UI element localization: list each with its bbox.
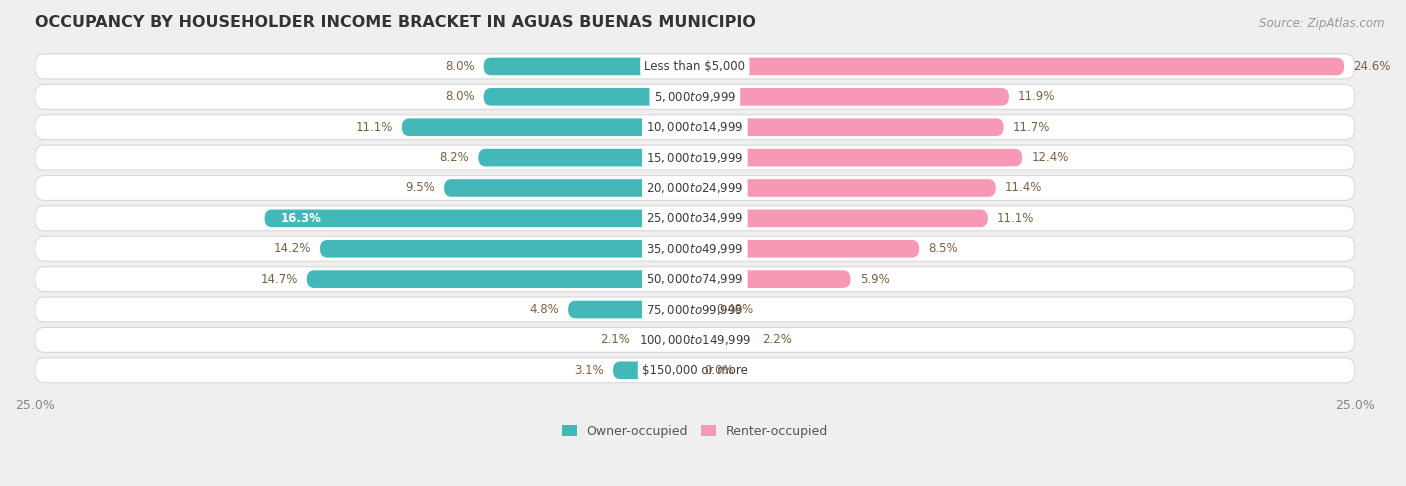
FancyBboxPatch shape [444,179,695,197]
Text: $75,000 to $99,999: $75,000 to $99,999 [647,302,744,316]
Text: 11.1%: 11.1% [356,121,392,134]
Text: 11.1%: 11.1% [997,212,1035,225]
FancyBboxPatch shape [35,358,1355,383]
FancyBboxPatch shape [478,149,695,166]
Text: 8.0%: 8.0% [444,60,474,73]
FancyBboxPatch shape [695,88,1010,105]
FancyBboxPatch shape [695,331,752,349]
FancyBboxPatch shape [484,58,695,75]
Text: 2.2%: 2.2% [762,333,792,347]
Text: Source: ZipAtlas.com: Source: ZipAtlas.com [1260,17,1385,30]
Text: $35,000 to $49,999: $35,000 to $49,999 [647,242,744,256]
Text: 4.8%: 4.8% [529,303,560,316]
Text: $25,000 to $34,999: $25,000 to $34,999 [647,211,744,226]
FancyBboxPatch shape [35,85,1355,109]
Text: $10,000 to $14,999: $10,000 to $14,999 [647,120,744,134]
Text: 14.2%: 14.2% [273,242,311,255]
FancyBboxPatch shape [695,179,995,197]
FancyBboxPatch shape [695,149,1022,166]
FancyBboxPatch shape [402,119,695,136]
FancyBboxPatch shape [35,328,1355,352]
Text: $20,000 to $24,999: $20,000 to $24,999 [647,181,744,195]
FancyBboxPatch shape [35,115,1355,139]
Text: 8.2%: 8.2% [440,151,470,164]
FancyBboxPatch shape [35,145,1355,170]
FancyBboxPatch shape [695,209,988,227]
FancyBboxPatch shape [35,267,1355,292]
Text: Less than $5,000: Less than $5,000 [644,60,745,73]
Text: 8.5%: 8.5% [928,242,957,255]
Text: 0.48%: 0.48% [717,303,754,316]
Text: 24.6%: 24.6% [1354,60,1391,73]
Text: $5,000 to $9,999: $5,000 to $9,999 [654,90,737,104]
Text: 11.9%: 11.9% [1018,90,1056,104]
Text: $150,000 or more: $150,000 or more [643,364,748,377]
Text: 0.0%: 0.0% [704,364,734,377]
FancyBboxPatch shape [307,270,695,288]
Text: $100,000 to $149,999: $100,000 to $149,999 [638,333,751,347]
FancyBboxPatch shape [695,119,1004,136]
FancyBboxPatch shape [321,240,695,258]
Text: 2.1%: 2.1% [600,333,630,347]
Text: 9.5%: 9.5% [405,181,434,194]
Legend: Owner-occupied, Renter-occupied: Owner-occupied, Renter-occupied [557,420,832,443]
FancyBboxPatch shape [640,331,695,349]
FancyBboxPatch shape [695,240,920,258]
Text: OCCUPANCY BY HOUSEHOLDER INCOME BRACKET IN AGUAS BUENAS MUNICIPIO: OCCUPANCY BY HOUSEHOLDER INCOME BRACKET … [35,15,756,30]
FancyBboxPatch shape [35,236,1355,261]
Text: 12.4%: 12.4% [1032,151,1069,164]
FancyBboxPatch shape [35,297,1355,322]
FancyBboxPatch shape [695,270,851,288]
Text: $15,000 to $19,999: $15,000 to $19,999 [647,151,744,165]
Text: $50,000 to $74,999: $50,000 to $74,999 [647,272,744,286]
FancyBboxPatch shape [484,88,695,105]
FancyBboxPatch shape [695,301,707,318]
FancyBboxPatch shape [35,175,1355,200]
FancyBboxPatch shape [264,209,695,227]
FancyBboxPatch shape [568,301,695,318]
Text: 5.9%: 5.9% [860,273,890,286]
Text: 16.3%: 16.3% [280,212,322,225]
FancyBboxPatch shape [35,54,1355,79]
Text: 3.1%: 3.1% [574,364,603,377]
FancyBboxPatch shape [613,362,695,379]
FancyBboxPatch shape [35,206,1355,231]
Text: 14.7%: 14.7% [260,273,298,286]
FancyBboxPatch shape [695,58,1344,75]
Text: 11.4%: 11.4% [1005,181,1042,194]
Text: 8.0%: 8.0% [444,90,474,104]
Text: 11.7%: 11.7% [1012,121,1050,134]
